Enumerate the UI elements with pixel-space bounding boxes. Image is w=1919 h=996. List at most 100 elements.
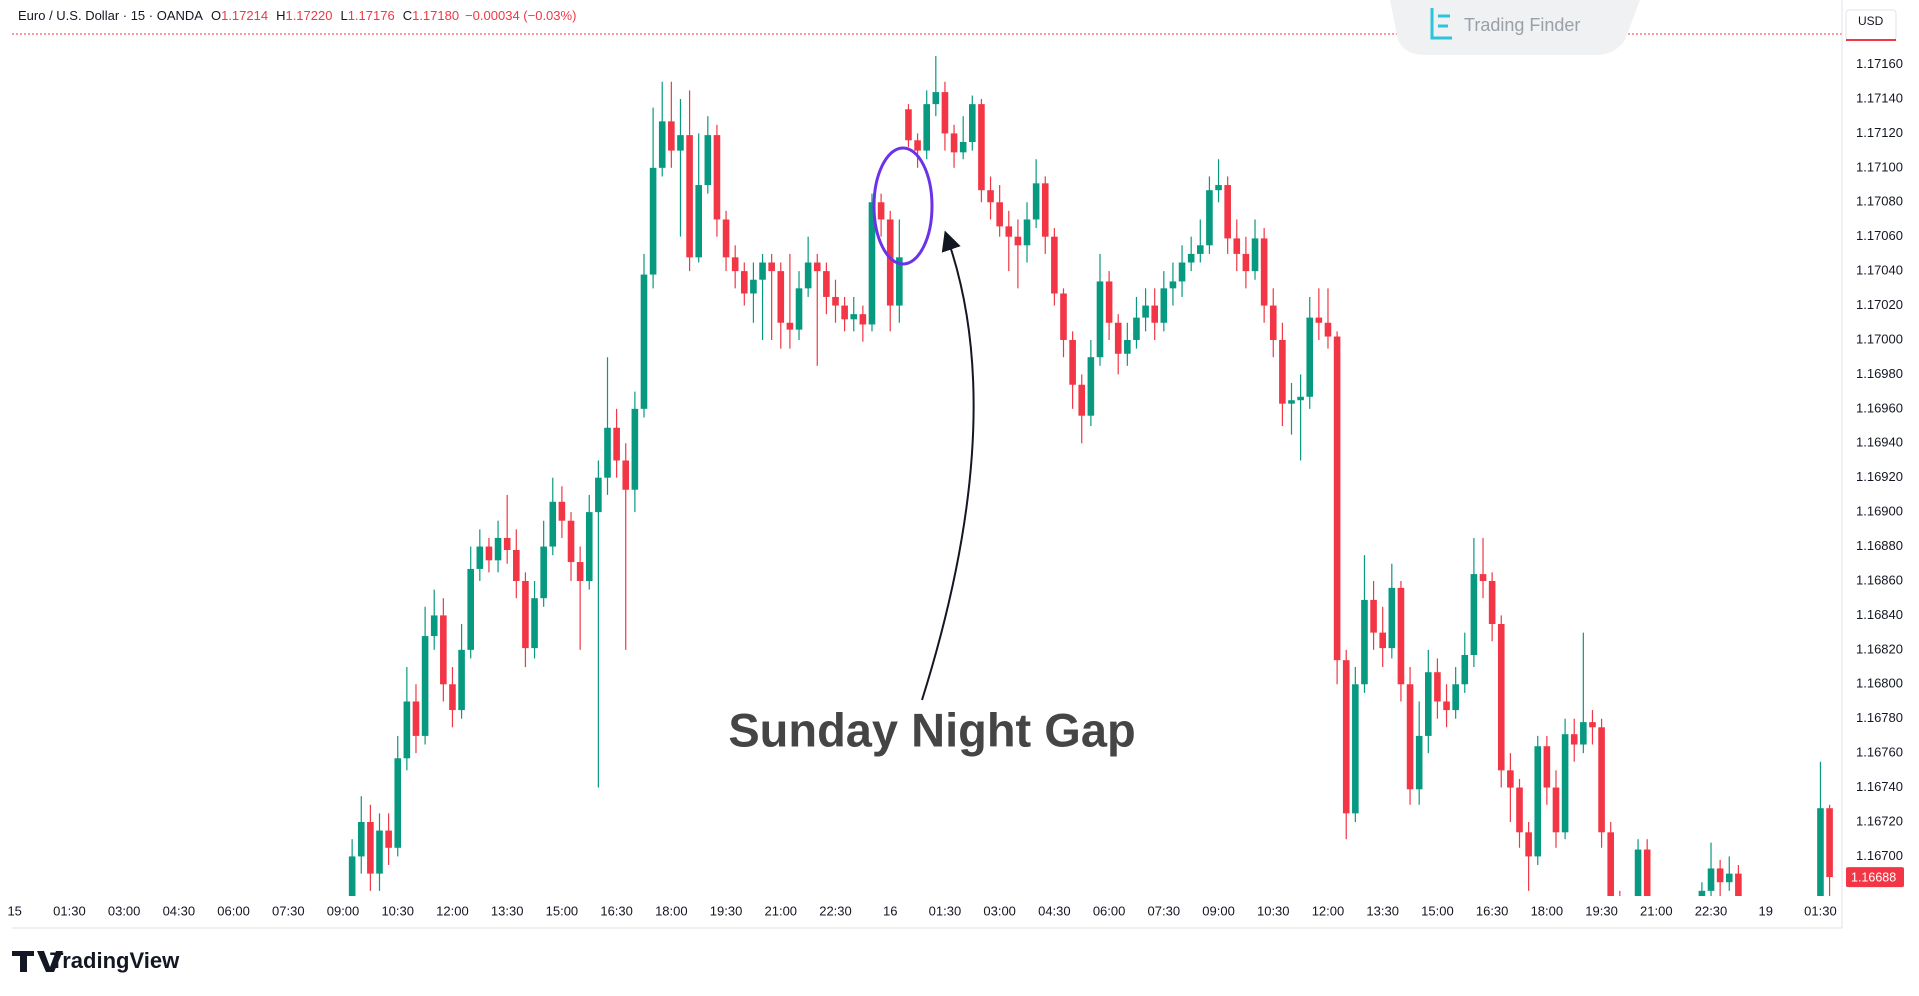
candle-body bbox=[494, 537, 502, 561]
y-tick-label: 1.16760 bbox=[1856, 745, 1903, 760]
candle-body bbox=[403, 701, 411, 759]
candle-body bbox=[576, 562, 584, 581]
candle-body bbox=[686, 135, 693, 258]
candle-body bbox=[1069, 339, 1076, 385]
candle-body bbox=[1598, 727, 1605, 833]
candle-body bbox=[1187, 253, 1195, 263]
candle-body bbox=[668, 121, 675, 151]
candle-body bbox=[658, 121, 666, 168]
y-tick-label: 1.17060 bbox=[1856, 228, 1903, 243]
legend-header: Euro / U.S. Dollar · 15 · OANDA O1.17214 H… bbox=[18, 8, 582, 23]
candle-body bbox=[1260, 238, 1268, 306]
candle-body bbox=[1342, 660, 1350, 814]
candle-body bbox=[385, 830, 392, 848]
candle-body bbox=[449, 684, 456, 711]
candle-body bbox=[531, 598, 538, 649]
candle-body bbox=[896, 257, 903, 306]
candle-body bbox=[1288, 400, 1295, 404]
x-tick-label: 16:30 bbox=[600, 903, 633, 918]
x-tick-label: 04:30 bbox=[1038, 903, 1071, 918]
y-tick-label: 1.16740 bbox=[1856, 779, 1903, 794]
y-tick-label: 1.16800 bbox=[1856, 676, 1903, 691]
currency: USD bbox=[1858, 14, 1884, 28]
candle-body bbox=[1817, 808, 1824, 896]
x-tick-label: 13:30 bbox=[491, 903, 524, 918]
y-tick-label: 1.16820 bbox=[1856, 641, 1903, 656]
candle-body bbox=[759, 262, 766, 280]
candle-body bbox=[1032, 183, 1040, 220]
x-tick-label: 04:30 bbox=[163, 903, 196, 918]
candle-body bbox=[1078, 384, 1086, 416]
y-tick-label: 1.17120 bbox=[1856, 125, 1903, 140]
watermark-text: Trading Finder bbox=[1464, 15, 1580, 35]
ohlc-key: C bbox=[402, 8, 413, 23]
candle-body bbox=[1589, 722, 1596, 728]
candle-body bbox=[357, 821, 365, 857]
candle-body bbox=[1251, 238, 1259, 272]
candle-body bbox=[540, 546, 547, 599]
candle-body bbox=[731, 257, 739, 272]
x-tick-label: 18:00 bbox=[655, 903, 688, 918]
x-tick-label: 22:30 bbox=[1695, 903, 1728, 918]
symbol: Euro / U.S. Dollar · 15 · OANDA bbox=[18, 8, 203, 23]
candle-body bbox=[1206, 190, 1213, 246]
candle-body bbox=[1160, 288, 1168, 323]
candle-body bbox=[1753, 925, 1760, 934]
brand-logo bbox=[12, 951, 63, 972]
candle-body bbox=[585, 512, 593, 581]
candle-body bbox=[1516, 787, 1523, 833]
candle-body bbox=[1781, 951, 1788, 960]
candle-body bbox=[1680, 942, 1687, 959]
x-tick-label: 10:30 bbox=[1257, 903, 1290, 918]
candle-body bbox=[1041, 183, 1049, 237]
candle-body bbox=[485, 546, 493, 561]
ohlc-value: 1.17220 bbox=[285, 8, 333, 23]
y-tick-label: 1.17020 bbox=[1856, 297, 1903, 312]
candle-body bbox=[677, 135, 684, 151]
candle-body bbox=[1306, 317, 1314, 397]
candle-body bbox=[1279, 339, 1286, 404]
candle-body bbox=[1488, 580, 1496, 625]
candle-body bbox=[850, 314, 858, 320]
candle-body bbox=[1744, 908, 1751, 925]
candle-body bbox=[804, 262, 812, 289]
x-tick-label: 15:00 bbox=[1421, 903, 1454, 918]
candle-body bbox=[1808, 925, 1815, 926]
x-tick-label: 03:00 bbox=[108, 903, 141, 918]
x-tick-label: 13:30 bbox=[1366, 903, 1399, 918]
candle-body bbox=[950, 133, 958, 153]
candle-body bbox=[1114, 322, 1122, 354]
x-tick-label: 09:00 bbox=[1202, 903, 1235, 918]
candle-body bbox=[996, 202, 1003, 227]
candle-body bbox=[1014, 236, 1022, 246]
candle-body bbox=[1388, 587, 1396, 649]
candle-body bbox=[613, 427, 620, 461]
candles bbox=[348, 55, 1833, 960]
candle-body bbox=[841, 305, 848, 320]
y-tick-label: 1.17160 bbox=[1856, 56, 1903, 71]
candle-body bbox=[1826, 808, 1833, 878]
x-tick-label: 03:00 bbox=[983, 903, 1016, 918]
ohlc-key: O bbox=[210, 8, 222, 23]
candle-body bbox=[1051, 236, 1058, 294]
candle-body bbox=[1361, 599, 1368, 685]
y-tick-label: 1.16920 bbox=[1856, 469, 1903, 484]
candle-body bbox=[522, 580, 529, 649]
last-price-box bbox=[1846, 867, 1904, 888]
candle-body bbox=[1315, 317, 1323, 323]
candle-body bbox=[741, 271, 748, 294]
x-tick-label: 19:30 bbox=[1585, 903, 1618, 918]
candle-body bbox=[832, 296, 839, 306]
candle-body bbox=[978, 104, 985, 191]
candle-body bbox=[941, 92, 949, 134]
annotation-arrow bbox=[921, 230, 975, 701]
x-tick-label: 12:00 bbox=[436, 903, 469, 918]
candle-body bbox=[1215, 185, 1222, 191]
candle-body bbox=[1580, 722, 1587, 745]
candle-body bbox=[440, 615, 447, 685]
candle-body bbox=[1023, 219, 1031, 246]
candle-body bbox=[1561, 734, 1569, 833]
candle-body bbox=[914, 140, 921, 151]
candle-body bbox=[1370, 599, 1377, 633]
y-tick-label: 1.17080 bbox=[1856, 194, 1903, 209]
